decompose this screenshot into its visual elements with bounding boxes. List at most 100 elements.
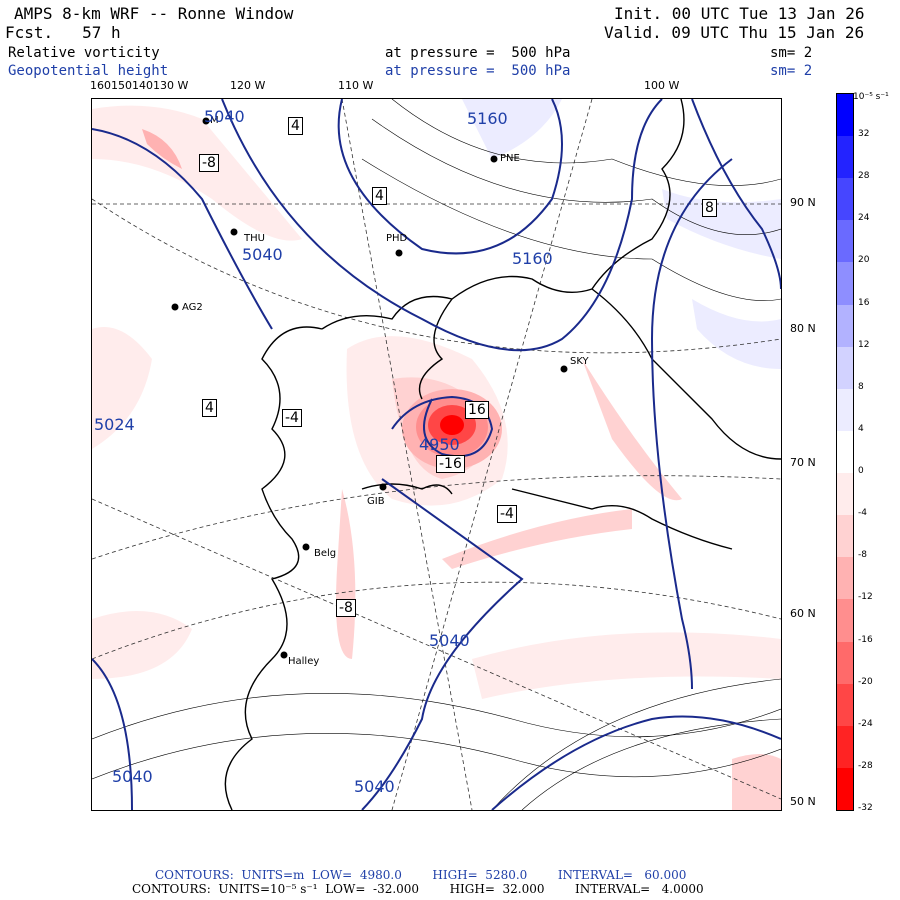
pressure-level-1: at pressure = 500 hPa: [385, 45, 571, 61]
colorbar-tick-label: 8: [858, 381, 864, 392]
height-contour-5220: [337, 99, 563, 255]
colorbar-unit: 10⁻⁵ s⁻¹: [853, 92, 889, 102]
vort-label-4: 4: [288, 117, 303, 135]
colorbar-tick-label: -32: [858, 803, 873, 813]
vort-label-neg4-b: -4: [497, 505, 517, 523]
vort-label-8: 8: [702, 199, 717, 217]
lon-label-100: 100 W: [644, 79, 680, 92]
neg-vorticity-shade-se: [442, 509, 632, 569]
lat-circle-80: [92, 198, 781, 354]
neg-vorticity-shade-strip: [336, 489, 356, 659]
colorbar-tick-label: 32: [858, 129, 870, 140]
footer-vorticity-contours: CONTOURS: UNITS=10⁻⁵ s⁻¹ LOW= -32.000 HI…: [132, 882, 704, 896]
station-phd: PHD: [386, 233, 408, 244]
height-label-5024: 5024: [94, 415, 135, 434]
vort-label-neg16: -16: [436, 455, 465, 473]
colorbar-tick-label: 16: [858, 297, 870, 308]
height-label-5160: 5160: [512, 249, 553, 268]
station-ag2: AG2: [182, 302, 203, 313]
vort-label-neg4: -4: [282, 409, 302, 427]
pressure-level-2: at pressure = 500 hPa: [385, 63, 571, 79]
pos-vorticity-shade-ne: [662, 189, 781, 259]
station-thu: THU: [244, 233, 265, 244]
colorbar-tick-label: -24: [858, 718, 873, 729]
colorbar-tick-label: 20: [858, 255, 870, 266]
colorbar-tick-label: 4: [858, 423, 864, 434]
height-label-5040-nw: 5040: [242, 245, 283, 264]
height-contour-5040-nw: [92, 128, 273, 330]
colorbar-segment: [837, 473, 853, 516]
colorbar-tick-label: 12: [858, 339, 870, 350]
lat-circle-60: [92, 581, 781, 660]
station-pne: PNE: [500, 153, 520, 164]
height-label-5040-top: 5040: [204, 107, 245, 126]
init-time: Init. 00 UTC Tue 13 Jan 26: [614, 4, 865, 23]
neg-vorticity-shade-nw: [92, 105, 302, 241]
colorbar-segment: [837, 136, 853, 179]
colorbar-segment: [837, 304, 853, 348]
forecast-hour: Fcst. 57 h: [5, 23, 121, 42]
neg-vorticity-shade-sw: [92, 611, 192, 679]
colorbar-segment: [837, 430, 853, 474]
vort-label-4-c: 4: [202, 399, 217, 417]
station-markers: [171, 117, 568, 659]
colorbar-tick-label: 28: [858, 171, 870, 182]
neg-vorticity-shade-e: [582, 359, 682, 501]
map-panel: M PNE PHD THU AG2 SKY GIB Belg Halley 50…: [91, 98, 782, 811]
station-sky: SKY: [570, 356, 589, 367]
map-title: AMPS 8-km WRF -- Ronne Window: [14, 4, 294, 23]
valid-time: Valid. 09 UTC Thu 15 Jan 26: [604, 23, 865, 42]
vort-label-neg8: -8: [199, 154, 219, 172]
lon-line-3: [92, 498, 781, 800]
neg-vorticity-shade-nw-core: [142, 129, 182, 169]
height-contour-5100-east: [650, 158, 733, 690]
lat-label-50: 50 N: [790, 795, 816, 808]
footer-height-contours: CONTOURS: UNITS=m LOW= 4980.0 HIGH= 5280…: [155, 868, 687, 882]
colorbar: [836, 93, 854, 811]
colorbar-tick-label: -12: [858, 592, 873, 603]
colorbar-segment: [837, 94, 853, 137]
colorbar-segment: [837, 346, 853, 390]
colorbar-segment: [837, 178, 853, 221]
pos-vorticity-shade-e: [692, 299, 781, 369]
colorbar-segment: [837, 515, 853, 558]
height-label-5040-center: 5040: [429, 631, 470, 650]
vort-label-16: 16: [465, 401, 489, 419]
lon-label-110: 110 W: [338, 79, 374, 92]
colorbar-segment: [837, 388, 853, 432]
colorbar-segment: [837, 767, 853, 811]
height-contour-4950-low: [391, 395, 494, 458]
map-svg: [92, 99, 781, 810]
height-contour-5100-se: [491, 715, 781, 810]
lon-line-1: [341, 99, 473, 810]
lat-label-80: 80 N: [790, 322, 816, 335]
lon-label-120: 120 W: [230, 79, 266, 92]
height-contour-5280-ne: [691, 99, 781, 290]
colorbar-segment: [837, 599, 853, 643]
neg-vorticity-shade-se-corner: [732, 754, 781, 810]
colorbar-tick-label: -28: [858, 760, 873, 771]
smoothing-1: sm= 2: [770, 45, 813, 61]
lat-label-90: 90 N: [790, 196, 816, 209]
colorbar-segment: [837, 725, 853, 769]
pos-vorticity-shade-top: [462, 99, 562, 159]
station-gib: GIB: [367, 496, 385, 507]
height-label-5160-top: 5160: [467, 109, 508, 128]
smoothing-2: sm= 2: [770, 63, 813, 79]
colorbar-tick-label: -8: [858, 550, 867, 561]
colorbar-tick-label: -16: [858, 634, 873, 645]
colorbar-segment: [837, 557, 853, 600]
colorbar-tick-label: 0: [858, 466, 864, 477]
colorbar-segment: [837, 220, 853, 263]
field-vorticity: Relative vorticity: [8, 45, 160, 61]
lat-label-70: 70 N: [790, 456, 816, 469]
field-geopotential: Geopotential height: [8, 63, 169, 79]
lon-label-160-130: 160150140130 W: [90, 79, 189, 92]
height-contours: [92, 99, 781, 810]
lat-label-60: 60 N: [790, 607, 816, 620]
colorbar-segment: [837, 262, 853, 306]
colorbar-segment: [837, 683, 853, 727]
vort-label-neg8-b: -8: [336, 599, 356, 617]
height-label-5040-s: 5040: [354, 777, 395, 796]
neg-vorticity-shade-south: [472, 632, 781, 699]
